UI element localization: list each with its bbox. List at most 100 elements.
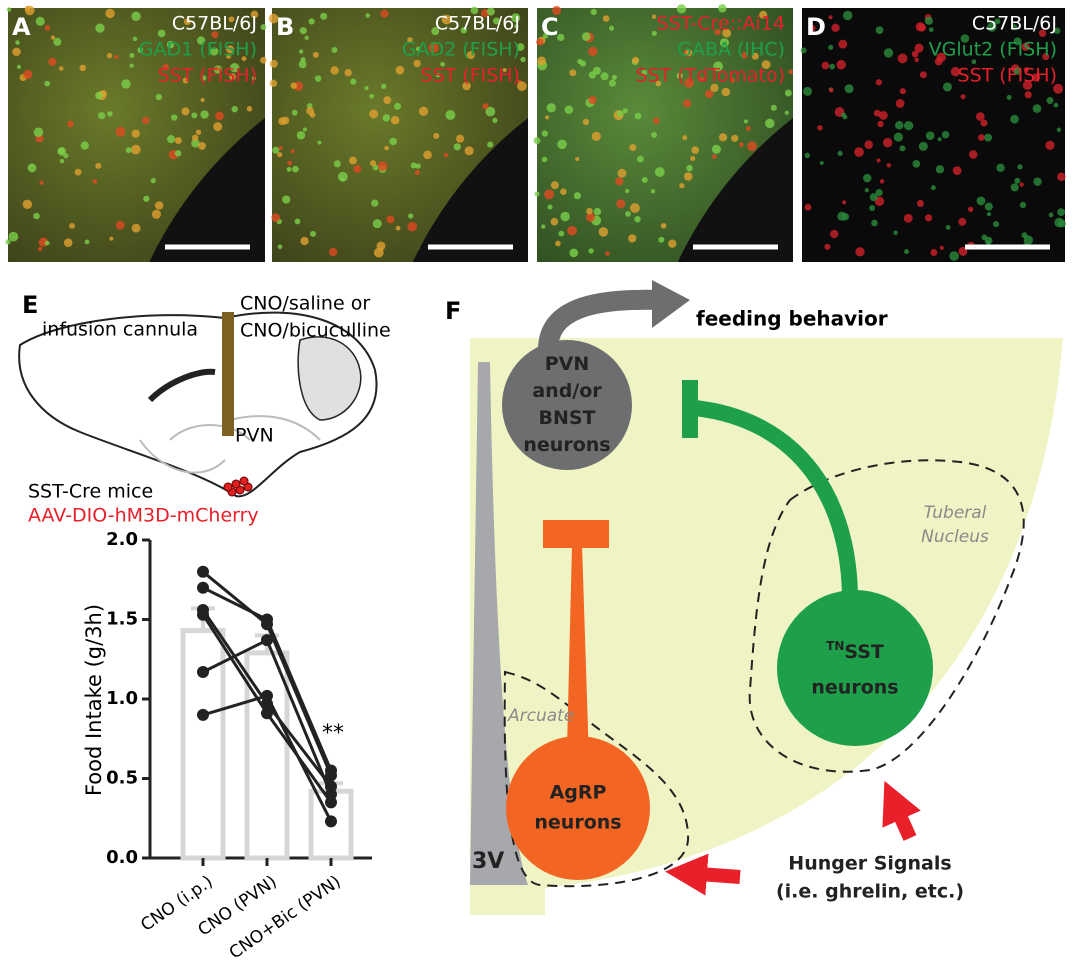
cell <box>871 219 878 227</box>
cell <box>98 112 106 120</box>
cell <box>39 180 44 185</box>
dark-region <box>412 118 528 262</box>
cell <box>651 30 657 36</box>
cell <box>608 79 617 87</box>
cell <box>552 5 562 15</box>
panel-letter: B <box>276 13 294 41</box>
cell <box>464 146 474 156</box>
cell <box>869 205 876 211</box>
cell <box>58 147 65 155</box>
cell <box>945 225 951 230</box>
x-tick-label: CNO+Bic (PVN) <box>226 872 345 964</box>
cell <box>395 225 401 231</box>
cell <box>125 147 132 154</box>
cell <box>383 96 392 105</box>
output-arrow <box>538 289 661 351</box>
cell <box>893 230 898 235</box>
mouse-label: SST-Cre mice <box>28 481 153 503</box>
significance: ** <box>322 721 344 746</box>
cell <box>895 99 905 108</box>
cell <box>651 131 657 138</box>
cell <box>107 111 113 117</box>
cell <box>533 137 541 144</box>
cell <box>35 16 45 26</box>
cell <box>765 118 775 129</box>
cell <box>1038 29 1047 37</box>
cell <box>545 115 550 120</box>
cell <box>731 134 739 142</box>
cell <box>925 131 935 140</box>
subject-point <box>261 634 273 647</box>
cell <box>511 13 521 23</box>
panel-letter: C <box>541 13 559 41</box>
cell <box>330 66 339 75</box>
cell <box>183 18 191 26</box>
cell <box>492 117 498 123</box>
cell <box>441 14 452 25</box>
cell <box>278 117 286 126</box>
cell <box>841 112 846 118</box>
cell <box>1013 37 1022 46</box>
cell <box>282 195 291 204</box>
cell <box>1045 140 1055 151</box>
cell <box>440 61 446 67</box>
cell <box>854 147 864 157</box>
cell <box>936 52 947 62</box>
cell <box>935 165 945 174</box>
cell <box>577 58 583 65</box>
cell <box>844 84 854 94</box>
cell <box>711 154 717 160</box>
subject-point <box>197 581 209 594</box>
cell <box>564 105 574 115</box>
region-label: Arcuate <box>507 706 574 726</box>
cell <box>855 247 865 257</box>
cell <box>485 106 496 117</box>
cell <box>413 59 421 68</box>
cell <box>23 69 33 80</box>
cell <box>641 69 648 76</box>
cell <box>320 12 328 20</box>
cell <box>629 144 637 152</box>
cell <box>200 97 205 103</box>
cell <box>800 47 807 54</box>
cell <box>431 27 440 36</box>
cell <box>714 28 721 36</box>
cell <box>228 16 235 23</box>
micrograph <box>268 6 528 262</box>
cell <box>151 209 161 219</box>
stain-label: SST (TdTomato) <box>636 65 786 87</box>
cell <box>166 135 176 144</box>
stain-label: C57BL/6J <box>172 13 257 35</box>
cell <box>114 54 119 60</box>
cell <box>181 107 190 116</box>
cell <box>984 202 993 211</box>
cell <box>415 46 421 52</box>
cell <box>290 82 298 90</box>
cell <box>214 66 220 71</box>
subject-point <box>261 689 273 702</box>
cell <box>443 152 449 158</box>
region-label: PVN <box>235 425 274 447</box>
cell <box>246 106 253 112</box>
cell <box>557 139 567 150</box>
third-ventricle <box>470 362 528 885</box>
cell <box>541 130 549 137</box>
label-line: (i.e. ghrelin, etc.) <box>776 881 964 903</box>
cell <box>200 110 209 119</box>
cell <box>137 47 144 53</box>
cell <box>616 199 626 209</box>
cell <box>272 146 280 154</box>
cell <box>1013 67 1022 75</box>
cell <box>121 79 131 89</box>
cell <box>718 133 728 142</box>
cell <box>541 224 546 229</box>
cell <box>582 118 590 126</box>
cell <box>277 152 283 158</box>
cell <box>745 126 751 132</box>
tuberal-outline <box>748 459 1025 773</box>
cell <box>1031 73 1041 82</box>
cell <box>617 168 627 178</box>
cell <box>260 56 267 64</box>
label-line: Tuberal <box>924 503 987 523</box>
